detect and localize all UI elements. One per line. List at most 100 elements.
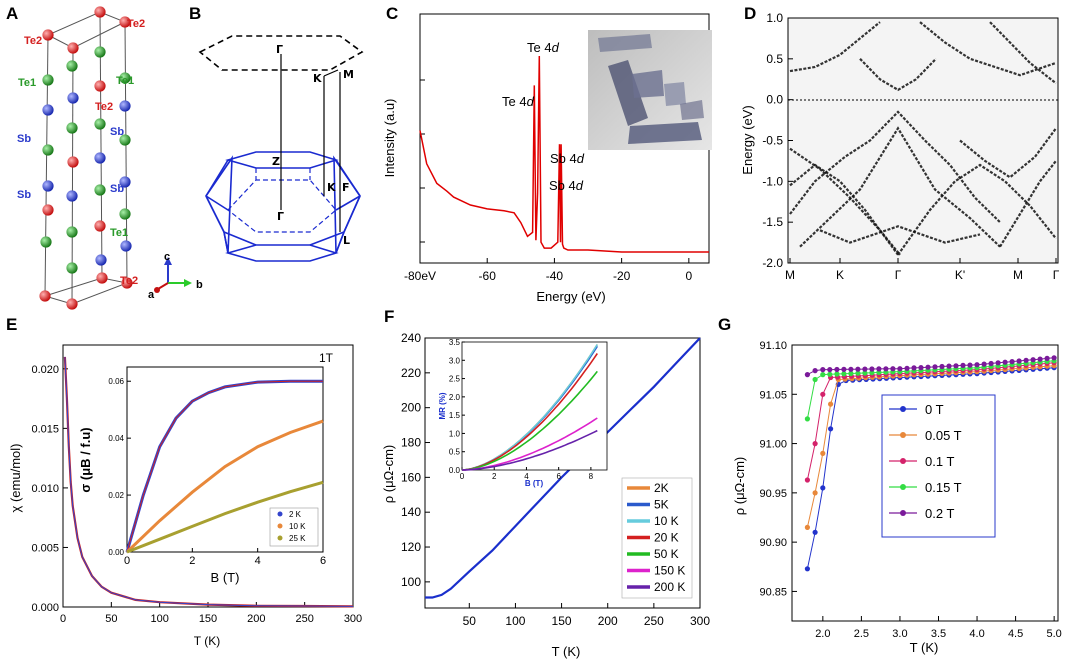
inset-x-tick-label-e: 0 <box>124 555 130 567</box>
data-point-g <box>869 370 875 376</box>
x-tick-label-d: M <box>785 268 795 282</box>
y-tick-label-e: 0.020 <box>31 364 59 376</box>
data-point-g <box>974 362 980 368</box>
x-tick-label-d: Γ <box>1053 268 1060 282</box>
y-tick-label-d: -1.0 <box>762 174 783 188</box>
inset-legend-label-e: 10 K <box>289 522 306 531</box>
data-point-g <box>820 367 826 373</box>
x-tick-label-g: 5.0 <box>1046 628 1061 640</box>
arpes-band <box>789 110 1001 223</box>
arpes-frame <box>787 17 1059 264</box>
atom-sphere <box>67 92 79 104</box>
legend-marker-g <box>900 432 906 438</box>
peak-label-sb4d-lower: Sb 4d <box>549 178 584 193</box>
crystal-photo <box>588 30 712 150</box>
atom-sphere <box>94 220 106 232</box>
y-tick-label-g: 91.10 <box>759 340 787 352</box>
inset-y-tick-label-f: 2.0 <box>449 393 461 402</box>
rho-curve <box>425 337 701 599</box>
atom-sphere <box>94 184 106 196</box>
panel-f-label: F <box>384 307 394 326</box>
x-tick-label-e: 100 <box>150 613 168 625</box>
x-axis-label-g: T (K) <box>910 640 939 655</box>
x-tick-label-g: 2.5 <box>854 628 869 640</box>
y-ticks-f: 100 120 140 160 180 200 220 240 <box>401 331 430 589</box>
y-axis-label-f: ρ (μΩ-cm) <box>381 445 396 504</box>
arpes-bands <box>789 21 1057 256</box>
atom-label-sb: Sb <box>110 126 124 138</box>
x-tick-label-f: 50 <box>463 614 477 628</box>
y-tick-label-e: 0.015 <box>31 423 59 435</box>
data-point-g <box>876 366 882 372</box>
atom-sphere <box>94 6 106 18</box>
panel-c-label: C <box>386 4 398 23</box>
x-ticks-g: 2.0 2.5 3.0 3.5 4.0 4.5 5.0 <box>815 616 1062 640</box>
inset-series-line-f <box>461 370 598 471</box>
y-axis-label-e: χ (emu/mol) <box>8 444 23 513</box>
data-point-g <box>988 360 994 367</box>
atom-sphere <box>42 204 54 216</box>
data-point-g <box>911 365 917 371</box>
inset-y-tick-label-e: 0.06 <box>108 377 124 386</box>
x-ticks-d: M K Γ K' M Γ <box>785 258 1060 282</box>
atom-sphere <box>66 60 78 72</box>
data-point-g <box>995 360 1001 366</box>
data-point-g <box>953 363 959 369</box>
atom-sphere <box>42 144 54 156</box>
data-point-g <box>812 441 818 447</box>
legend-label-f: 10 K <box>654 514 679 528</box>
legend-label-f: 200 K <box>654 580 685 594</box>
x-tick-label-g: 2.0 <box>815 628 830 640</box>
inset-e: 0.00 0.02 0.04 0.06 0 2 4 6 σ (μB / f.u) B (T)… <box>78 366 326 585</box>
data-point-g <box>932 364 938 370</box>
atom-sphere <box>66 298 78 310</box>
data-point-g <box>855 370 861 376</box>
x-ticks-e: 0 50 100 150 200 250 300 <box>60 602 362 625</box>
data-point-g <box>946 363 952 369</box>
inset-x-tick-label-f: 8 <box>589 472 594 481</box>
y-tick-label-f: 140 <box>401 505 421 519</box>
data-point-g <box>827 371 833 377</box>
x-tick-label-g: 4.0 <box>969 628 984 640</box>
atom-sphere <box>119 134 131 146</box>
data-point-g <box>1051 355 1057 361</box>
legend-label-f: 5K <box>654 498 669 512</box>
y-ticks-c <box>420 79 425 243</box>
x-tick-label-e: 200 <box>247 613 265 625</box>
inset-legend-marker-e <box>277 535 283 541</box>
x-ticks-f: 50 100 150 200 250 300 <box>463 603 710 628</box>
panel-g-label: G <box>718 315 731 334</box>
data-point-g <box>939 363 945 370</box>
unit-cell-box <box>43 11 129 305</box>
x-tick-label-f: 300 <box>690 614 710 628</box>
x-ticks-c: -80eV -60 -40 -20 0 <box>404 258 692 283</box>
x-axis-label-e: T (K) <box>194 634 220 648</box>
y-ticks-d: 1.0 0.5 0.0 -0.5 -1.0 -1.5 -2.0 <box>762 11 793 270</box>
atom-sphere <box>119 208 131 220</box>
arpes-band <box>959 127 1057 179</box>
legend-label-g: 0.2 T <box>925 506 954 521</box>
inset-y-tick-label-f: 3.0 <box>449 356 461 365</box>
inset-y-tick-label-f: 1.5 <box>449 411 461 420</box>
data-point-g <box>855 366 861 372</box>
y-tick-label-d: 1.0 <box>766 11 783 25</box>
inset-x-tick-label-e: 6 <box>320 555 326 567</box>
data-point-g <box>869 366 875 372</box>
x-tick-label-e: 300 <box>344 613 362 625</box>
x-tick-label-d: Γ <box>895 268 902 282</box>
y-tick-label-g: 90.90 <box>759 537 787 549</box>
x-tick-label-f: 150 <box>552 614 572 628</box>
data-point-g <box>1044 355 1050 361</box>
y-tick-label-f: 240 <box>401 331 421 345</box>
inset-frame-f <box>461 341 608 471</box>
inset-y-tick-label-e: 0.02 <box>108 491 124 500</box>
projection-lines <box>280 54 341 232</box>
inset-y-tick-label-f: 3.5 <box>449 338 461 347</box>
data-point-g <box>828 426 834 432</box>
x-tick-label-d: K <box>836 268 844 282</box>
bz-z: Z <box>272 155 280 168</box>
atom-label-te2: Te2 <box>95 101 113 113</box>
legend-marker-g <box>900 510 906 516</box>
data-point-g <box>862 366 868 372</box>
